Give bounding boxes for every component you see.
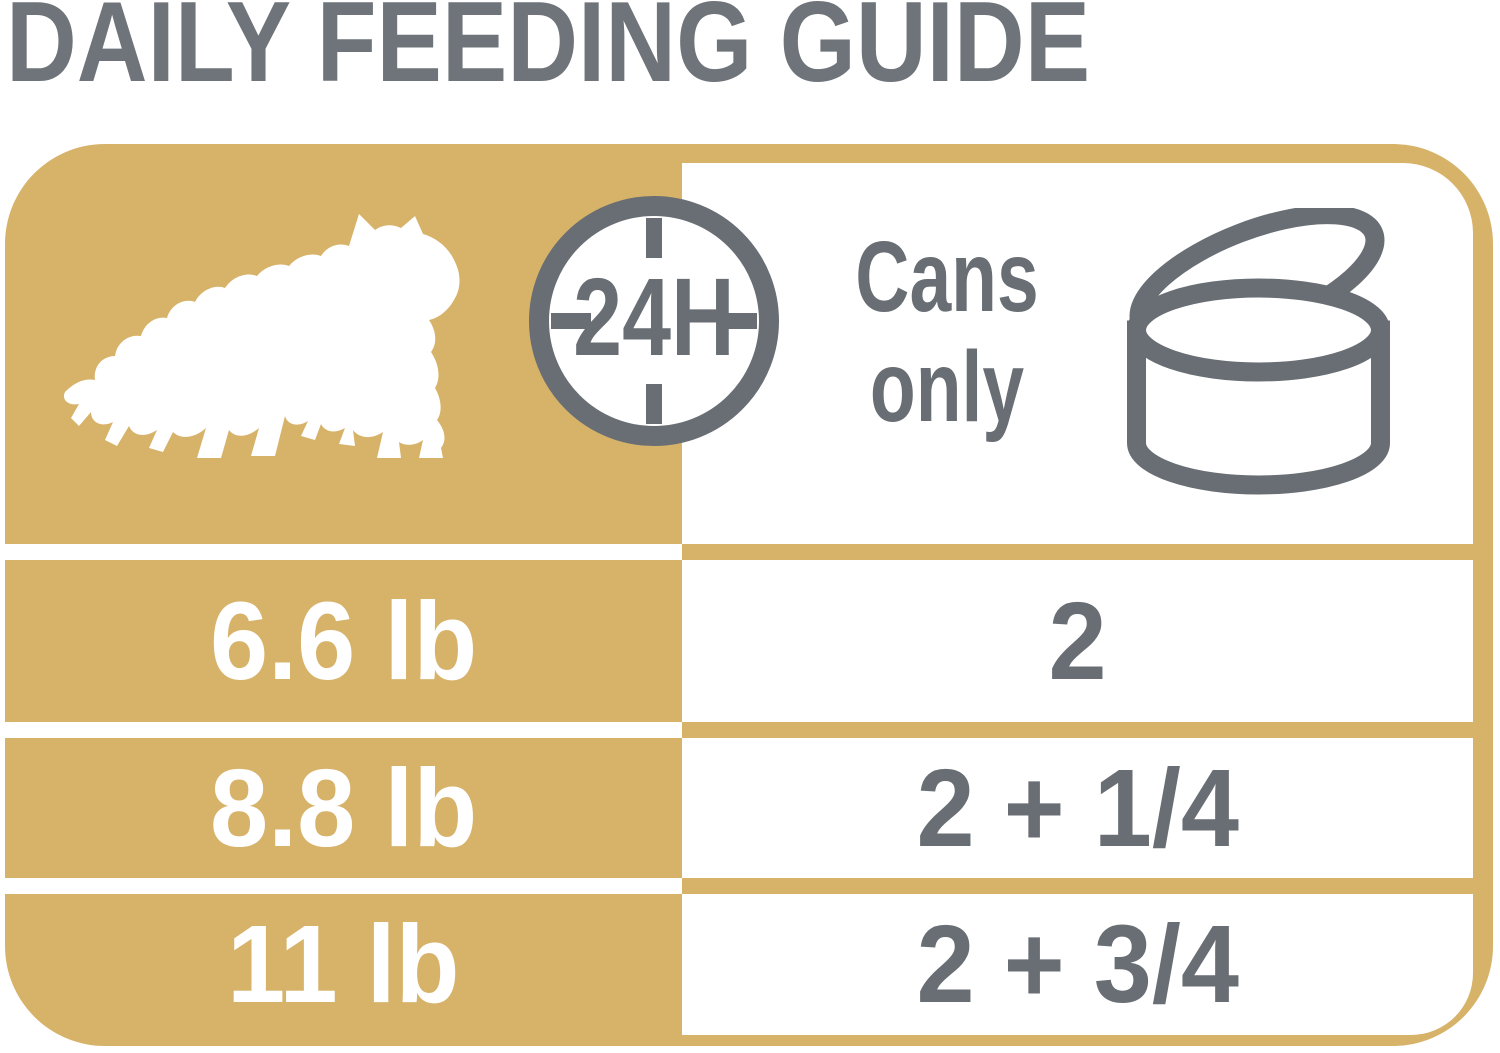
row-separator bbox=[682, 722, 1473, 738]
column-header-line: Cans bbox=[855, 221, 1039, 333]
clock-tick-icon bbox=[646, 218, 662, 258]
clock-tick-icon bbox=[551, 313, 591, 329]
row-separator bbox=[5, 878, 682, 894]
open-can-icon bbox=[1127, 208, 1390, 495]
24h-clock-icon: 24H bbox=[529, 196, 779, 446]
column-header-line: only bbox=[869, 331, 1025, 443]
column-header-cans-only: Cans only bbox=[797, 222, 1097, 442]
row-separator bbox=[682, 878, 1473, 894]
row-separator bbox=[5, 544, 682, 560]
clock-tick-icon bbox=[717, 313, 757, 329]
table-cell-cans: 2 bbox=[1048, 579, 1107, 703]
page-title: DAILY FEEDING GUIDE bbox=[6, 0, 1091, 106]
table-cell-cans: 2 + 3/4 bbox=[916, 903, 1239, 1026]
table-cell-weight: 8.8 lb bbox=[209, 746, 478, 870]
table-cell-weight: 11 lb bbox=[227, 903, 460, 1026]
feeding-guide-card: 2 2 + 1/4 2 + 3/4 24H Cans only 6.6 lb 8… bbox=[5, 144, 1493, 1046]
table-cell-cans: 2 + 1/4 bbox=[916, 746, 1239, 870]
clock-label: 24H bbox=[573, 256, 735, 379]
persian-cat-icon bbox=[63, 214, 460, 458]
table-cell-weight: 6.6 lb bbox=[209, 579, 478, 703]
row-separator bbox=[5, 722, 682, 738]
row-separator bbox=[682, 544, 1473, 560]
clock-tick-icon bbox=[646, 384, 662, 424]
